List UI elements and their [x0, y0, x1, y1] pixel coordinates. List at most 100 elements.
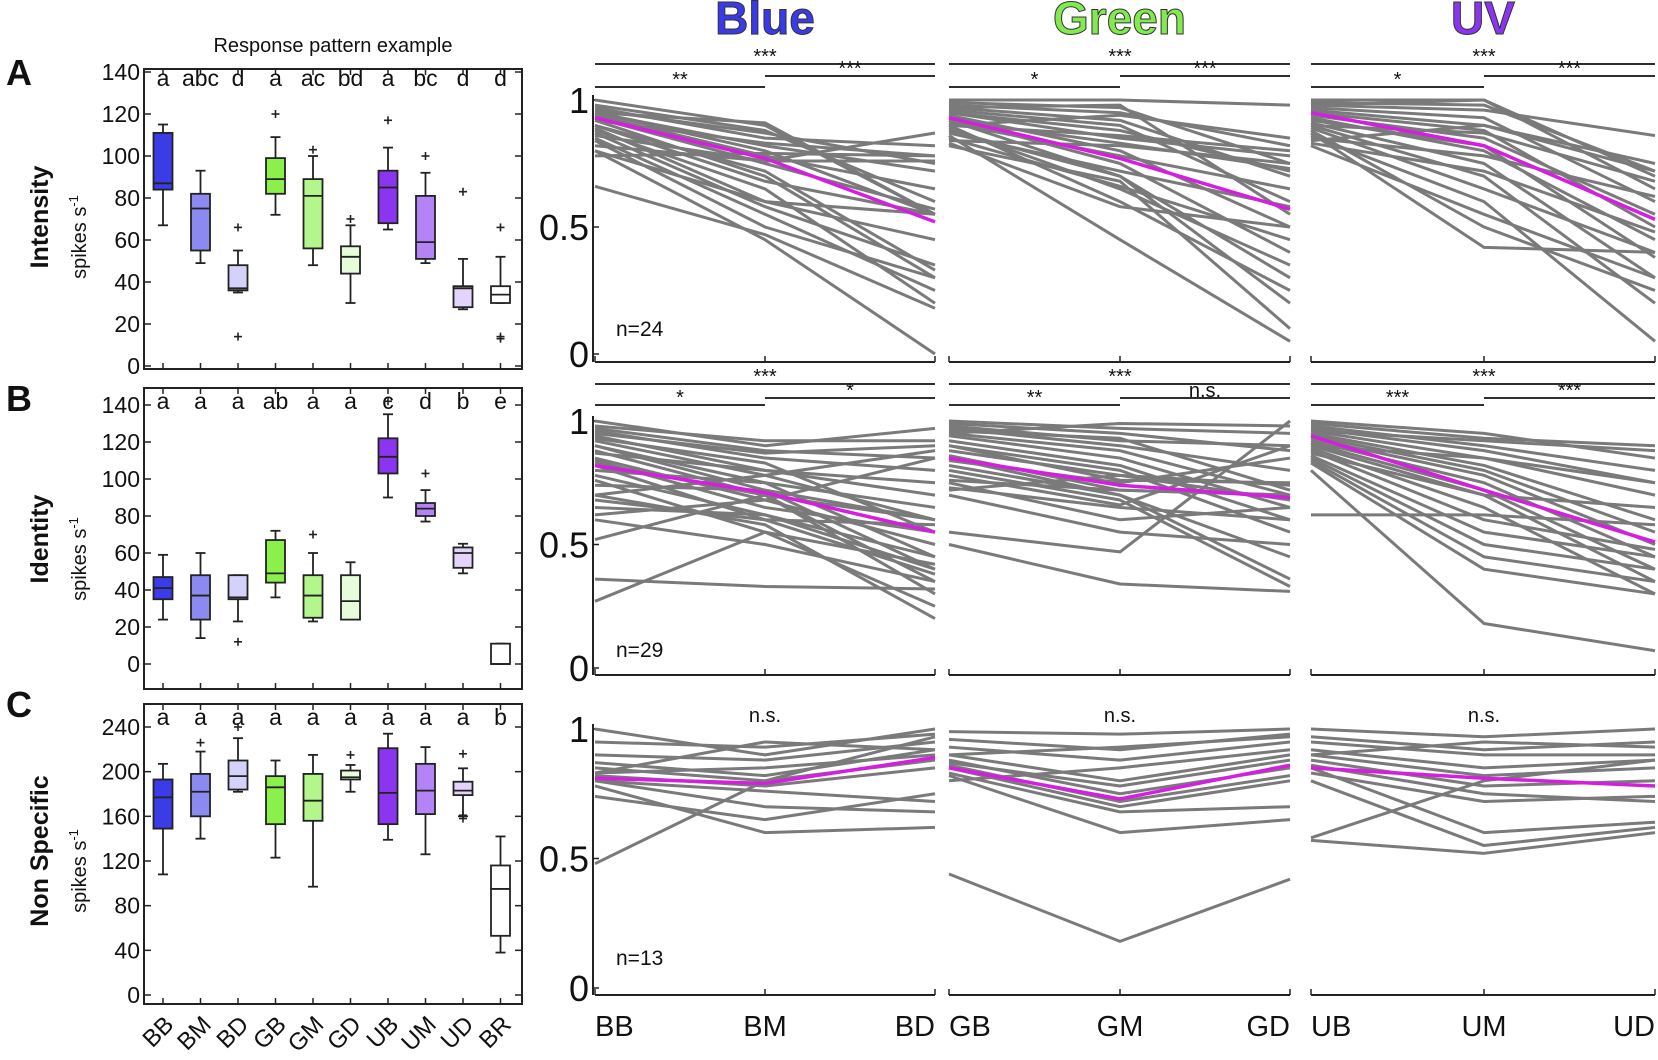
column-title-uv: UV [1451, 0, 1515, 44]
cell-trace-line [1310, 758, 1656, 840]
significance-letter: a [232, 388, 245, 414]
y-axis-label-superscript: -1 [66, 517, 81, 529]
mean-trace-line [594, 463, 936, 534]
y-tick-label: 40 [114, 269, 140, 295]
box-bb [152, 553, 174, 621]
significance-letter: ab [263, 388, 289, 414]
cell-trace-line [594, 149, 936, 356]
y-axis-label: spikes s-1 [66, 195, 91, 279]
significance-label: *** [1386, 387, 1410, 409]
x-category-label: BM [172, 1011, 217, 1056]
box-panel-frame [143, 703, 523, 1005]
cell-trace-line [1310, 129, 1656, 292]
cell-trace-line [594, 139, 936, 280]
significance-label: n.s. [1468, 705, 1500, 727]
significance-label: *** [1472, 46, 1496, 68]
cell-trace-line [594, 530, 936, 608]
box-iqr [227, 264, 249, 292]
box-iqr [490, 642, 511, 665]
y-axis-label-text: spikes s [69, 207, 91, 279]
box-iqr [377, 747, 399, 826]
significance-letter: bd [338, 65, 364, 91]
cell-trace-line [1310, 434, 1656, 534]
cell-trace-line [594, 735, 936, 866]
box-iqr [452, 546, 474, 569]
significance-letter: ac [301, 65, 325, 91]
y-tick-label: 140 [102, 392, 140, 418]
n-count-label: n=13 [616, 947, 663, 970]
cell-trace-line [948, 136, 1291, 242]
cell-trace-line [1310, 469, 1656, 653]
cell-trace-line [594, 424, 935, 443]
cell-trace-line [594, 118, 936, 158]
cell-trace-line [1310, 456, 1656, 571]
cell-trace-line [948, 419, 1291, 554]
box-ud [452, 749, 474, 823]
significance-letter: a [457, 704, 470, 730]
cell-trace-line [1310, 136, 1656, 198]
y-tick-label: 40 [114, 937, 140, 963]
box-iqr [190, 773, 211, 818]
y-tick-label: 80 [114, 185, 140, 211]
box-bb [152, 762, 174, 876]
box-bm [190, 738, 211, 840]
box-iqr [415, 194, 436, 260]
x-category-label: BR [474, 1011, 517, 1054]
cell-trace-line [1310, 771, 1656, 804]
mean-trace-line [594, 755, 936, 786]
cell-trace-line [1310, 106, 1656, 203]
y-tick-label: 1 [569, 401, 589, 442]
y-tick-label: 0.5 [539, 525, 589, 566]
mean-trace-line [1310, 110, 1656, 221]
y-tick-label: 60 [114, 540, 140, 566]
cell-trace-line [1310, 141, 1656, 234]
mean-trace-line [948, 456, 1291, 500]
y-tick-label: 80 [114, 503, 140, 529]
line-row-2: 0 0.5 1 n=13 n.s. n.s. n.s. [539, 705, 1656, 1009]
x-category-label: BB [595, 1011, 634, 1043]
box-iqr [227, 574, 249, 601]
significance-label: *** [1558, 58, 1582, 80]
cell-trace-line [594, 740, 936, 775]
box-gd [340, 750, 361, 793]
box-iqr [302, 574, 324, 619]
cell-trace-line [1310, 831, 1656, 855]
cell-trace-line [594, 426, 936, 460]
cell-trace-line [1310, 454, 1656, 559]
mean-trace-line [948, 116, 1291, 211]
cell-trace-line [1310, 421, 1656, 448]
y-tick-label: 1 [569, 709, 589, 750]
x-category-label: UB [1311, 1011, 1351, 1043]
significance-label: *** [1108, 46, 1132, 68]
cell-trace-line [594, 779, 936, 804]
significance-letter: d [232, 65, 245, 91]
box-panel-frame [143, 68, 523, 370]
cell-trace-line [594, 451, 936, 485]
box-iqr [190, 574, 211, 621]
box-br [490, 642, 511, 665]
significance-label: ** [1027, 387, 1043, 409]
y-axis-label: spikes s-1 [66, 517, 91, 601]
box-um [415, 746, 436, 856]
y-tick-label: 120 [102, 429, 140, 455]
box-ub [377, 397, 399, 499]
y-tick-label: 160 [102, 803, 140, 829]
significance-label: * [1031, 69, 1039, 91]
cell-trace-line [948, 473, 1291, 492]
line-row-1: 00.51n=29********n.s.*********** [539, 366, 1656, 689]
cell-trace-line [948, 429, 1291, 492]
box-plot-title: Response pattern example [213, 35, 452, 57]
mean-trace-line [1310, 434, 1656, 544]
significance-letter: b [494, 704, 507, 730]
significance-label: *** [1558, 380, 1582, 402]
box-um [415, 152, 436, 265]
cell-trace-line [1310, 123, 1656, 183]
row-label: Identity [26, 494, 54, 583]
cell-trace-line [1310, 103, 1656, 138]
box-iqr [452, 780, 474, 797]
cell-trace-line [1310, 779, 1656, 848]
y-axis-label-text: spikes s [69, 841, 91, 913]
box-bd [227, 723, 249, 793]
cell-trace-line [948, 872, 1291, 943]
significance-label: * [846, 380, 854, 402]
